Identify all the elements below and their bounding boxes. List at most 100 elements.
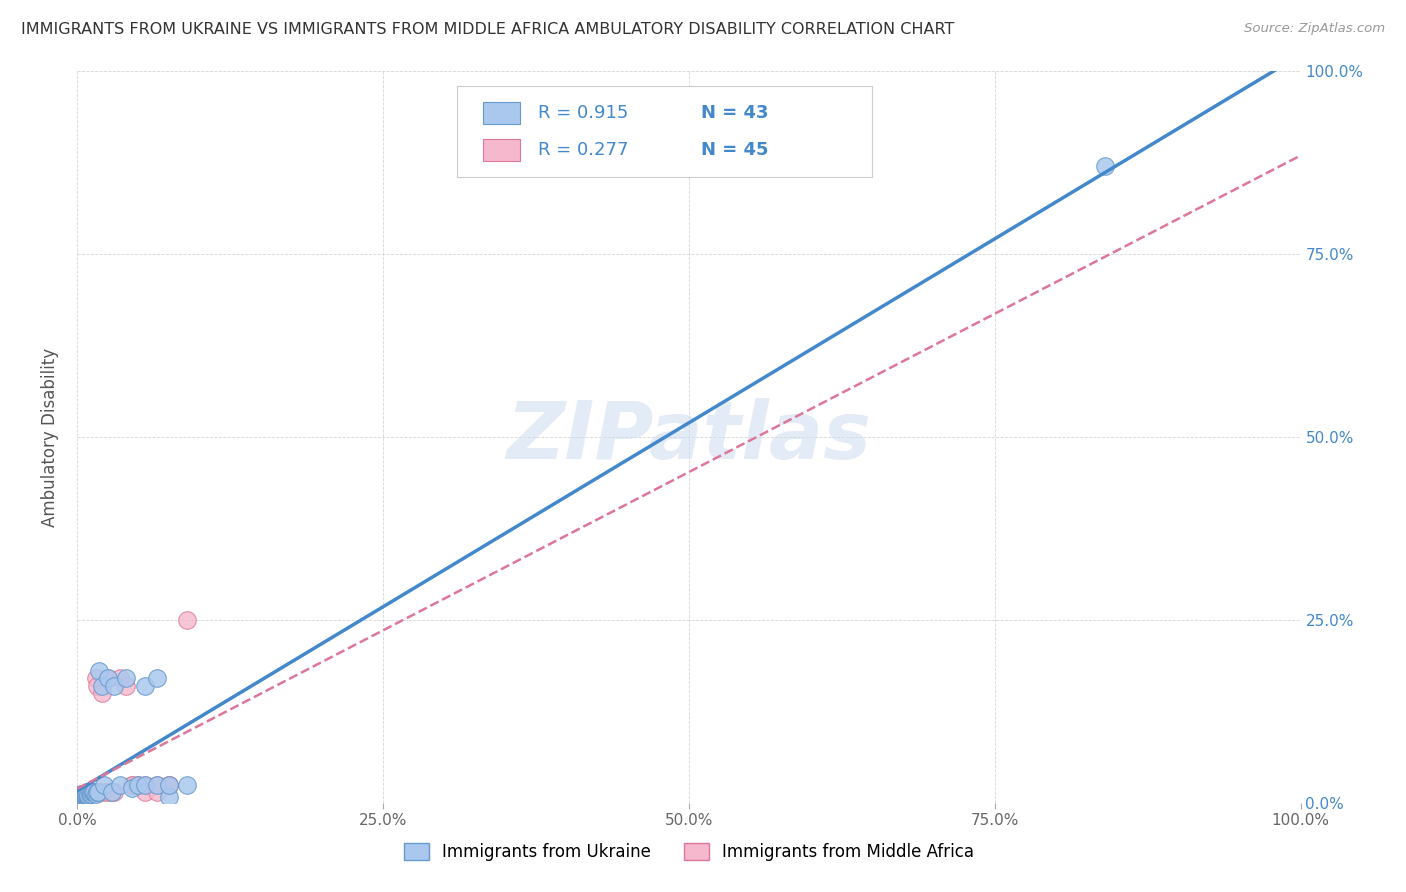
Text: ZIPatlas: ZIPatlas [506,398,872,476]
Point [134,777,156,792]
Point [76,787,98,801]
Point [79,787,101,801]
Point [70,787,93,801]
Point [69,789,91,803]
Point [100,785,122,799]
FancyBboxPatch shape [484,138,520,161]
Point [67,789,90,804]
Point [121,777,143,792]
Y-axis label: Ambulatory Disability: Ambulatory Disability [41,348,59,526]
Point [76,785,98,799]
Point [115,679,138,693]
Point [84,672,107,686]
Point [84,787,107,801]
Point [73,787,96,801]
Point [146,785,169,799]
Point [89,664,111,678]
Point [103,785,125,799]
Point [115,672,138,686]
Point [77,787,100,801]
Legend: Immigrants from Ukraine, Immigrants from Middle Africa: Immigrants from Ukraine, Immigrants from… [396,836,981,868]
Point [176,613,198,627]
Point [146,777,169,792]
FancyBboxPatch shape [457,86,873,178]
Point [87,785,110,799]
Text: R = 0.915: R = 0.915 [538,104,628,122]
Point [97,672,120,686]
Point [128,777,150,792]
Point [157,777,180,792]
Point [89,785,111,799]
Point [157,777,180,792]
Point [73,787,96,801]
Point [69,789,91,803]
Point [79,785,101,799]
Point [121,781,143,796]
Point [146,777,169,792]
Point [70,789,93,803]
Point [108,672,131,686]
Point [69,789,91,804]
Point [82,785,104,799]
Point [70,789,93,804]
Point [121,777,143,792]
Point [80,785,103,799]
Text: N = 45: N = 45 [702,141,769,159]
Point [80,785,103,799]
Text: N = 43: N = 43 [702,104,769,122]
Point [70,789,93,803]
Point [76,789,98,803]
Point [157,789,180,804]
Point [77,785,100,799]
Point [67,789,90,803]
Point [75,789,97,803]
Point [79,785,101,799]
Point [75,789,97,803]
Point [93,785,115,799]
Point [86,785,108,799]
Point [176,777,198,792]
Point [76,787,98,801]
Point [69,789,91,804]
Point [70,789,93,804]
Point [103,679,125,693]
Point [128,777,150,792]
Point [97,785,120,799]
Point [73,789,96,803]
Point [146,672,169,686]
Point [90,679,112,693]
Point [77,789,100,803]
Point [75,787,97,801]
Point [83,785,105,799]
Point [80,785,103,799]
Point [75,787,97,801]
FancyBboxPatch shape [484,102,520,124]
Point [134,679,156,693]
Text: Source: ZipAtlas.com: Source: ZipAtlas.com [1244,22,1385,36]
Point [100,785,122,799]
Point [86,679,108,693]
Point [134,785,156,799]
Point [72,789,94,803]
Point [82,785,104,799]
Point [70,787,93,801]
Point [70,789,93,803]
Point [134,777,156,792]
Point [80,787,103,801]
Point [90,686,112,700]
Text: IMMIGRANTS FROM UKRAINE VS IMMIGRANTS FROM MIDDLE AFRICA AMBULATORY DISABILITY C: IMMIGRANTS FROM UKRAINE VS IMMIGRANTS FR… [21,22,955,37]
Point [108,777,131,792]
Point [72,787,94,801]
Point [72,787,94,801]
Point [97,672,120,686]
Point [1094,160,1116,174]
Text: R = 0.277: R = 0.277 [538,141,628,159]
Point [73,789,96,803]
Point [93,777,115,792]
Point [70,789,93,803]
Point [72,789,94,803]
Point [157,777,180,792]
Point [79,787,101,801]
Point [83,785,105,799]
Point [67,789,90,804]
